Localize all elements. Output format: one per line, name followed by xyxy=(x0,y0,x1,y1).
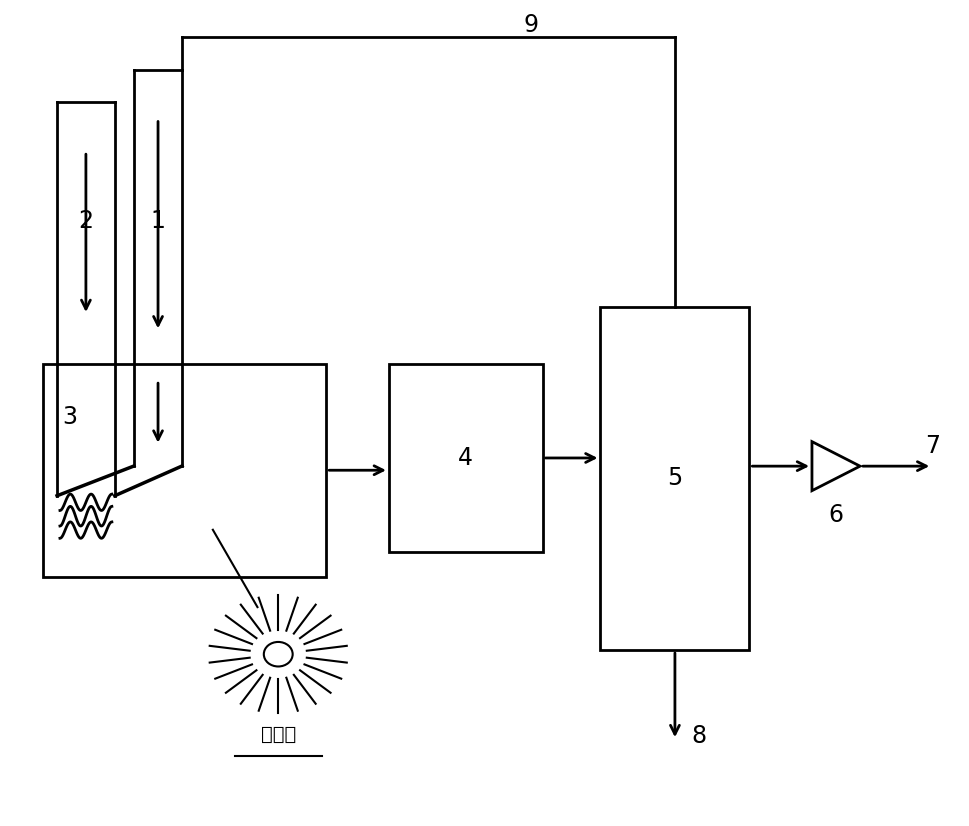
Text: 8: 8 xyxy=(691,724,705,748)
Text: 5: 5 xyxy=(667,467,682,491)
Text: 1: 1 xyxy=(150,209,166,233)
Bar xyxy=(43,364,326,577)
Bar xyxy=(389,364,542,552)
Text: 2: 2 xyxy=(78,209,93,233)
Polygon shape xyxy=(811,442,860,491)
Text: 6: 6 xyxy=(828,503,843,527)
Bar xyxy=(600,306,749,650)
Text: 3: 3 xyxy=(62,405,77,429)
Text: 7: 7 xyxy=(923,434,939,458)
Text: 9: 9 xyxy=(522,12,538,36)
Text: 4: 4 xyxy=(457,446,473,470)
Text: 俯视图: 俯视图 xyxy=(261,725,296,744)
